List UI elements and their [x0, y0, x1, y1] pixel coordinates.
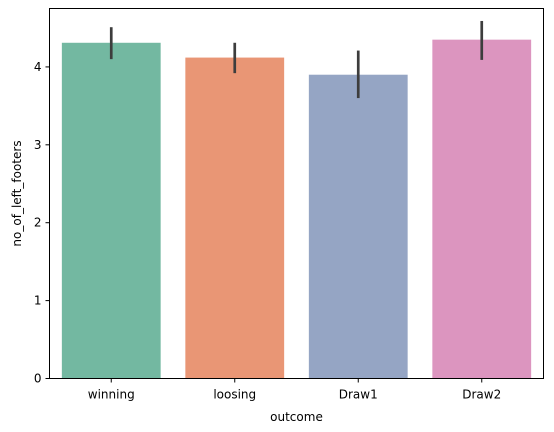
plot-frame [49, 8, 544, 379]
x-tick-label: Draw2 [462, 388, 501, 402]
bar-draw1 [308, 74, 408, 379]
x-axis: winning loosing Draw1 Draw2 [88, 378, 501, 402]
y-axis: 0 1 2 3 4 [34, 60, 50, 386]
x-tick-label: winning [88, 388, 135, 402]
bars-group [61, 39, 532, 379]
y-tick-label: 1 [34, 294, 42, 308]
x-tick-label: Draw1 [339, 388, 378, 402]
bar-loosing [185, 57, 285, 379]
y-axis-label: no_of_left_footers [10, 140, 24, 246]
y-tick-label: 2 [34, 216, 42, 230]
bar-winning [61, 42, 161, 379]
error-bars-group [109, 20, 484, 99]
x-axis-label: outcome [270, 410, 323, 424]
y-tick-label: 0 [34, 372, 42, 386]
y-tick-label: 4 [34, 60, 42, 74]
bar-draw2 [432, 39, 532, 379]
x-tick-label: loosing [213, 388, 256, 402]
y-tick-label: 3 [34, 138, 42, 152]
